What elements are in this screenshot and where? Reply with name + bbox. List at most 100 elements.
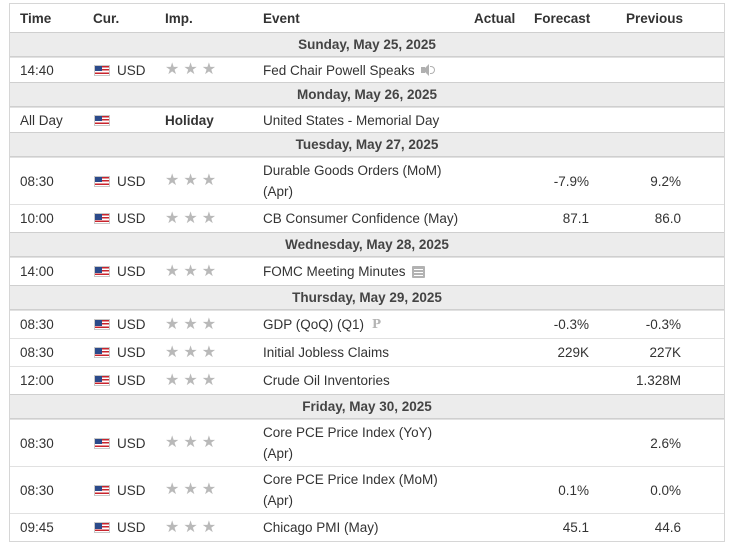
- header-actual[interactable]: Actual: [474, 10, 516, 26]
- event-line-1[interactable]: Durable Goods Orders (MoM): [263, 163, 442, 178]
- star-icon: ★: [201, 518, 217, 536]
- previous-value: 2.6%: [650, 435, 681, 451]
- star-icon: ★: [183, 315, 198, 333]
- header-previous[interactable]: Previous: [626, 10, 684, 26]
- star-icon: ★: [201, 343, 217, 361]
- us-flag-icon: [94, 114, 110, 126]
- currency: USD: [94, 367, 146, 394]
- us-flag-icon: [94, 347, 110, 358]
- day-header: Thursday, May 29, 2025: [10, 285, 724, 310]
- star-icon: ★: [165, 262, 180, 280]
- event-name[interactable]: Chicago PMI (May): [263, 514, 379, 541]
- event-row[interactable]: 08:30 USD ★ ★ ★ Core PCE Price Index (MoM)…: [10, 466, 724, 513]
- day-header: Friday, May 30, 2025: [10, 394, 724, 419]
- event-name[interactable]: Durable Goods Orders (MoM) (Apr): [263, 158, 442, 204]
- importance-stars: ★ ★ ★: [165, 311, 216, 338]
- event-link[interactable]: Chicago PMI (May): [263, 520, 379, 535]
- event-row[interactable]: 14:40 USD ★ ★ ★ Fed Chair Powell Speaks: [10, 57, 724, 82]
- forecast-value: 87.1: [562, 211, 589, 226]
- event-link[interactable]: Fed Chair Powell Speaks: [263, 62, 415, 78]
- currency: USD: [94, 514, 146, 541]
- event-link[interactable]: Core PCE Price Index (MoM) (Apr): [263, 469, 438, 511]
- event-row[interactable]: 08:30 USD ★ ★ ★ Initial Jobless Claims 229…: [10, 338, 724, 366]
- event-time: 08:30: [20, 435, 54, 451]
- star-icon: ★: [183, 343, 198, 361]
- event-link[interactable]: Initial Jobless Claims: [263, 345, 390, 360]
- star-icon: ★: [201, 262, 217, 280]
- star-icon: ★: [183, 518, 198, 536]
- currency-code: USD: [117, 373, 146, 388]
- event-row[interactable]: 09:45 USD ★ ★ ★ Chicago PMI (May) 45.1 44.…: [10, 513, 724, 541]
- speaker-icon: [420, 64, 435, 76]
- previous-value: 1.328M: [635, 373, 681, 388]
- event-row[interactable]: 14:00 USD ★ ★ ★ FOMC Meeting Minutes: [10, 257, 724, 285]
- currency: USD: [94, 339, 146, 366]
- day-header: Sunday, May 25, 2025: [10, 32, 724, 57]
- currency: USD: [94, 158, 146, 204]
- star-icon: ★: [201, 371, 217, 389]
- us-flag-icon: [94, 375, 110, 386]
- event-line-2[interactable]: (Apr): [263, 184, 293, 199]
- event-link[interactable]: Durable Goods Orders (MoM) (Apr): [263, 160, 442, 202]
- event-link[interactable]: FOMC Meeting Minutes: [263, 264, 406, 279]
- event-name[interactable]: Core PCE Price Index (YoY) (Apr): [263, 420, 432, 466]
- star-icon: ★: [165, 61, 180, 78]
- us-flag-icon: [94, 64, 110, 76]
- day-header: Tuesday, May 27, 2025: [10, 132, 724, 157]
- importance-stars: ★ ★ ★: [165, 420, 216, 466]
- preliminary-p-icon: P: [372, 317, 382, 331]
- star-icon: ★: [183, 262, 198, 280]
- currency-code: USD: [117, 520, 146, 535]
- currency-code: USD: [117, 173, 146, 189]
- event-name[interactable]: GDP (QoQ) (Q1) P: [263, 311, 381, 338]
- document-icon: [411, 265, 425, 278]
- event-line-1[interactable]: Core PCE Price Index (MoM): [263, 472, 438, 487]
- event-link[interactable]: Core PCE Price Index (YoY) (Apr): [263, 422, 432, 464]
- star-icon: ★: [201, 481, 217, 498]
- header-time[interactable]: Time: [20, 10, 52, 26]
- importance-stars: ★ ★ ★: [165, 514, 216, 541]
- event-time: All Day: [20, 112, 63, 128]
- event-line-2[interactable]: (Apr): [263, 446, 293, 461]
- header-importance[interactable]: Imp.: [165, 10, 193, 26]
- currency-code: USD: [117, 345, 146, 360]
- event-row[interactable]: 08:30 USD ★ ★ ★ Durable Goods Orders (MoM)…: [10, 157, 724, 204]
- event-name[interactable]: Initial Jobless Claims: [263, 339, 389, 366]
- event-row[interactable]: 12:00 USD ★ ★ ★ Crude Oil Inventories 1.32…: [10, 366, 724, 394]
- forecast-value: -7.9%: [553, 173, 589, 189]
- header-forecast[interactable]: Forecast: [534, 10, 591, 26]
- previous-value: 44.6: [654, 520, 681, 535]
- event-name[interactable]: FOMC Meeting Minutes: [263, 258, 425, 285]
- event-time: 12:00: [20, 373, 54, 388]
- event-row[interactable]: 10:00 USD ★ ★ ★ CB Consumer Confidence (Ma…: [10, 204, 724, 232]
- star-icon: ★: [201, 172, 217, 189]
- event-name[interactable]: Crude Oil Inventories: [263, 367, 390, 394]
- previous-value: 0.0%: [650, 482, 681, 498]
- star-icon: ★: [165, 209, 180, 227]
- event-time: 14:00: [20, 264, 54, 279]
- event-line-1[interactable]: Core PCE Price Index (YoY): [263, 425, 433, 440]
- event-link[interactable]: CB Consumer Confidence (May): [263, 211, 459, 226]
- day-header: Monday, May 26, 2025: [10, 82, 724, 107]
- forecast-value: 0.1%: [558, 482, 589, 498]
- currency-code: USD: [117, 482, 146, 498]
- importance-stars: ★ ★ ★: [165, 339, 216, 366]
- event-link[interactable]: Crude Oil Inventories: [263, 373, 390, 388]
- event-name[interactable]: Fed Chair Powell Speaks: [263, 58, 435, 82]
- currency: [94, 108, 117, 132]
- currency: USD: [94, 311, 146, 338]
- importance-stars: ★ ★ ★: [165, 158, 216, 204]
- event-link[interactable]: GDP (QoQ) (Q1): [263, 317, 365, 332]
- event-name[interactable]: Core PCE Price Index (MoM) (Apr): [263, 467, 438, 513]
- header-event[interactable]: Event: [263, 10, 300, 26]
- event-row[interactable]: All Day Holiday United States - Memorial…: [10, 107, 724, 132]
- event-name[interactable]: CB Consumer Confidence (May): [263, 205, 458, 232]
- previous-value: 86.0: [654, 211, 681, 226]
- us-flag-icon: [94, 437, 110, 449]
- star-icon: ★: [183, 434, 198, 451]
- event-line-2[interactable]: (Apr): [263, 493, 293, 508]
- event-row[interactable]: 08:30 USD ★ ★ ★ Core PCE Price Index (YoY)…: [10, 419, 724, 466]
- previous-value: 227K: [649, 345, 681, 360]
- header-currency[interactable]: Cur.: [93, 10, 120, 26]
- event-row[interactable]: 08:30 USD ★ ★ ★ GDP (QoQ) (Q1) P -0.3% -0.3…: [10, 310, 724, 338]
